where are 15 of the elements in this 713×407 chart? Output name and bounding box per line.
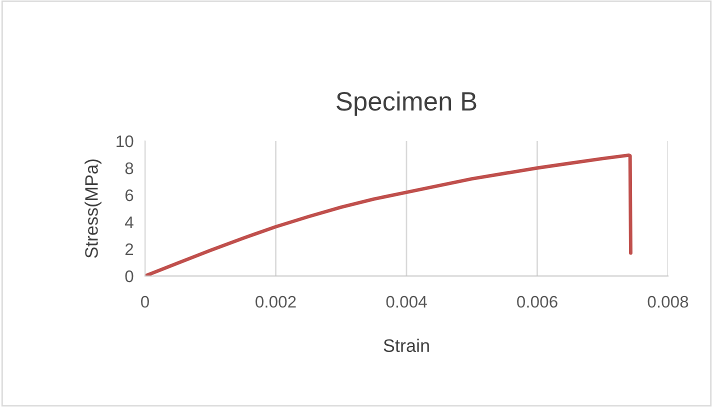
x-tick-label: 0.006: [517, 296, 558, 308]
y-tick-label: 6: [125, 189, 134, 202]
x-tick-label: 0.004: [386, 296, 427, 308]
x-tick-label: 0: [141, 296, 149, 308]
y-tick-label: 2: [125, 243, 134, 256]
y-tick-label: 0: [125, 270, 134, 282]
line-series: [145, 153, 632, 276]
chart-title: Specimen B: [336, 91, 476, 116]
x-tick-label: 0.002: [256, 296, 296, 308]
x-tick-label: 0.008: [648, 296, 688, 308]
x-axis-title: Strain: [384, 338, 429, 352]
y-tick-label: 8: [125, 162, 134, 174]
y-tick-label: 10: [116, 135, 134, 148]
y-axis-title: Stress(MPa): [84, 159, 102, 258]
y-tick-label: 4: [125, 216, 134, 228]
